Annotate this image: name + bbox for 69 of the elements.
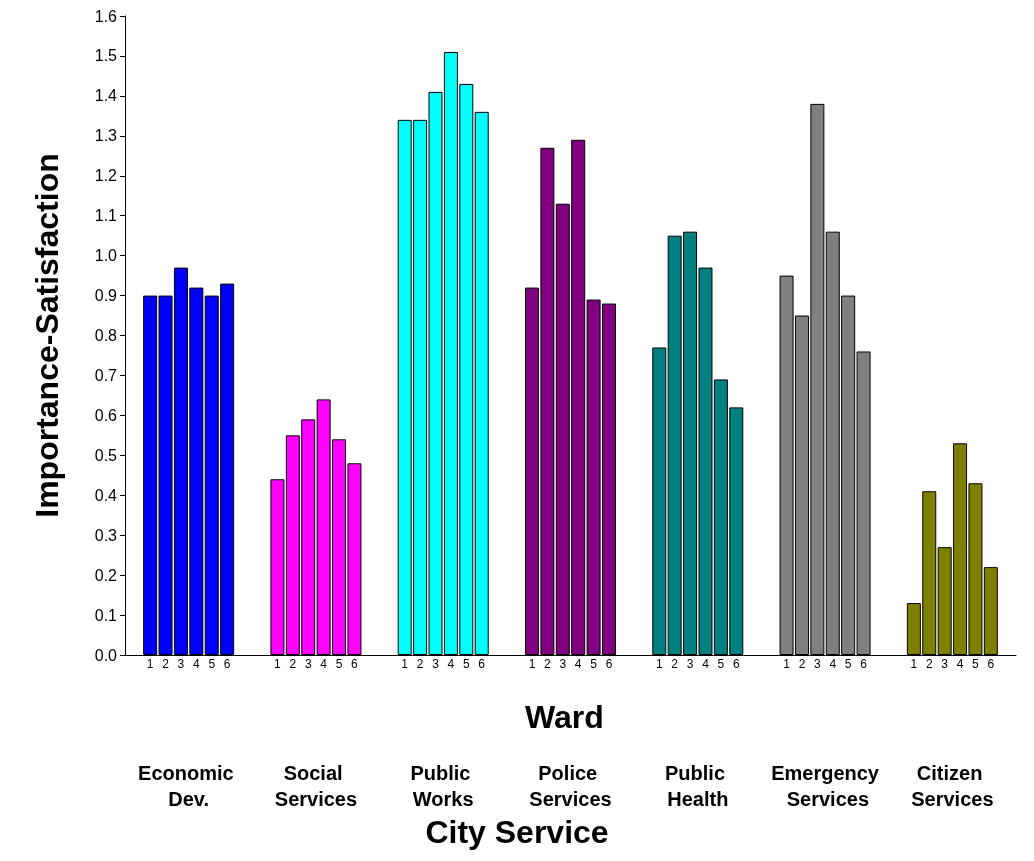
y-tick-label: 0.4 — [94, 486, 118, 504]
y-tick-label: 1.6 — [94, 7, 118, 25]
series-label: 1 — [146, 657, 154, 671]
text: 5 — [717, 657, 725, 671]
text: 2 — [416, 657, 424, 671]
y-tick-label: 0.2 — [94, 566, 118, 584]
series-label: 2 — [162, 657, 170, 671]
x-tick-label: Emergency Services — [771, 762, 880, 810]
x-tick-label: Citizen Services — [911, 762, 994, 810]
y-tick-label: 0.7 — [94, 366, 118, 384]
text: 4 — [320, 657, 327, 671]
text: 6 — [351, 657, 358, 671]
y-tick-label: 1.2 — [94, 167, 118, 185]
text: 5 — [972, 657, 979, 671]
text: 6 — [860, 657, 867, 671]
text: 1 — [401, 657, 409, 671]
y-tick-label: 0.0 — [94, 646, 118, 664]
text: 2 — [798, 657, 806, 671]
text: 5 — [844, 657, 852, 671]
text: 5 — [335, 657, 343, 671]
text: 4 — [574, 657, 582, 671]
text: 6 — [987, 657, 995, 671]
y-tick-label: 1.1 — [94, 207, 118, 225]
text: 3 — [559, 657, 567, 671]
text: 1 — [910, 657, 918, 671]
y-tick-label: 1.3 — [94, 127, 118, 145]
text: 1 — [274, 657, 281, 671]
text: 2 — [671, 657, 679, 671]
text: City Service — [425, 814, 609, 850]
text: 2 — [925, 657, 933, 671]
text: 4 — [447, 657, 455, 671]
y-axis-title: Importance-Satisfaction — [29, 153, 65, 518]
text: 6 — [732, 657, 740, 671]
x-tick-label: Economic Dev. — [138, 762, 240, 810]
text: 3 — [941, 657, 948, 671]
text: 5 — [590, 657, 597, 671]
text: 4 — [829, 657, 837, 671]
text: 1 — [783, 657, 790, 671]
y-tick-label: 1.0 — [94, 247, 118, 265]
text: 3 — [814, 657, 821, 671]
text: 1 — [655, 657, 663, 671]
text: 6 — [605, 657, 613, 671]
y-tick-label: 0.9 — [94, 287, 118, 305]
x-axis-title: Ward — [525, 699, 604, 735]
text: 1 — [528, 657, 536, 671]
text: 6 — [478, 657, 486, 671]
y-tick-label: 0.8 — [94, 327, 118, 344]
text: 2 — [289, 657, 297, 671]
y-tick-label: 0.5 — [94, 446, 118, 464]
text: 4 — [702, 657, 709, 671]
y-tick-label: 0.6 — [94, 406, 118, 424]
y-tick-label: 0.1 — [94, 606, 118, 624]
text: 3 — [304, 657, 312, 671]
x-tick-label: Public Works — [410, 762, 476, 810]
series-label: 5 — [208, 657, 216, 671]
text: 3 — [686, 657, 694, 671]
text: 2 — [544, 657, 551, 671]
text: 3 — [432, 657, 439, 671]
y-tick-label: 1.5 — [94, 47, 118, 65]
series-label: 4 — [193, 657, 200, 671]
x-tick-label: Police Services — [529, 762, 612, 810]
series-label: 3 — [177, 657, 185, 671]
x-tick-label: Public Health — [665, 762, 731, 810]
text: 5 — [462, 657, 470, 671]
series-label: 6 — [223, 657, 231, 671]
text: 4 — [956, 657, 964, 671]
y-tick-label: 1.4 — [94, 87, 118, 105]
x-tick-label: Social Services — [274, 762, 358, 810]
y-tick-label: 0.3 — [94, 526, 118, 544]
